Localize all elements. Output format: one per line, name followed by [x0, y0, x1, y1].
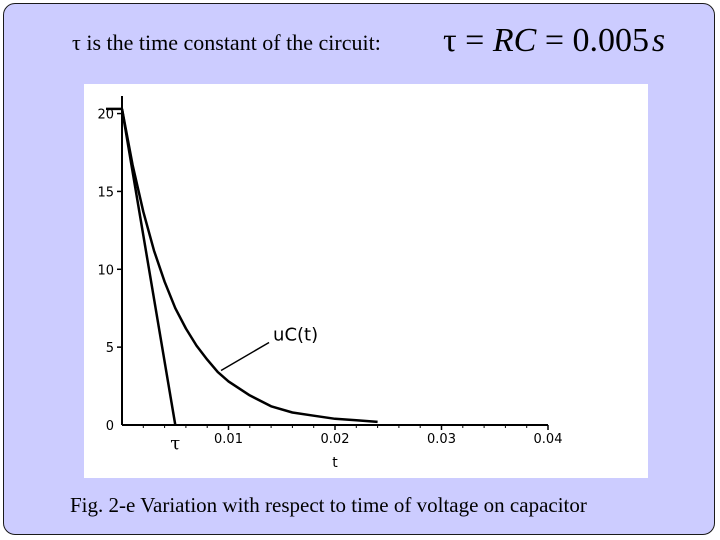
formula-rc: RC	[492, 22, 537, 59]
formula-unit: s	[651, 22, 666, 59]
series-line-0	[120, 108, 378, 424]
y-tick-label: 10	[97, 263, 114, 278]
chart-area: 0 5 10 15 20 0.01 0.02 0.03 0.04 t uC(t) τ	[84, 84, 648, 478]
uc-leader-line	[220, 341, 270, 372]
x-tick-label: 0.04	[534, 432, 563, 447]
uc-label: uC(t)	[273, 325, 318, 346]
formula-equals-1: =	[456, 22, 493, 59]
formula-value: 0.005	[572, 22, 650, 59]
tau-label: τ	[170, 433, 180, 454]
x-tick-label: 0.01	[214, 432, 243, 447]
y-tick-label: 5	[106, 341, 114, 356]
y-tick-label: 20	[97, 108, 114, 123]
y-tick-label: 0	[106, 419, 114, 434]
x-tick-label: 0.02	[321, 432, 350, 447]
figure-caption: Fig. 2-e Variation with respect to time …	[70, 493, 587, 517]
voltage-chart: 0 5 10 15 20 0.01 0.02 0.03 0.04 t uC(t) τ	[97, 96, 563, 471]
x-axis-label: t	[332, 455, 338, 471]
x-tick-label: 0.03	[427, 432, 456, 447]
formula-tau: τ	[443, 22, 457, 59]
y-tick-label: 15	[97, 185, 114, 200]
intro-text: τ is the time constant of the circuit:	[72, 30, 381, 55]
series-line-1	[120, 108, 177, 426]
formula-equals-2: =	[536, 22, 573, 59]
time-constant-formula: τ = RC = 0.005 s	[443, 22, 665, 60]
